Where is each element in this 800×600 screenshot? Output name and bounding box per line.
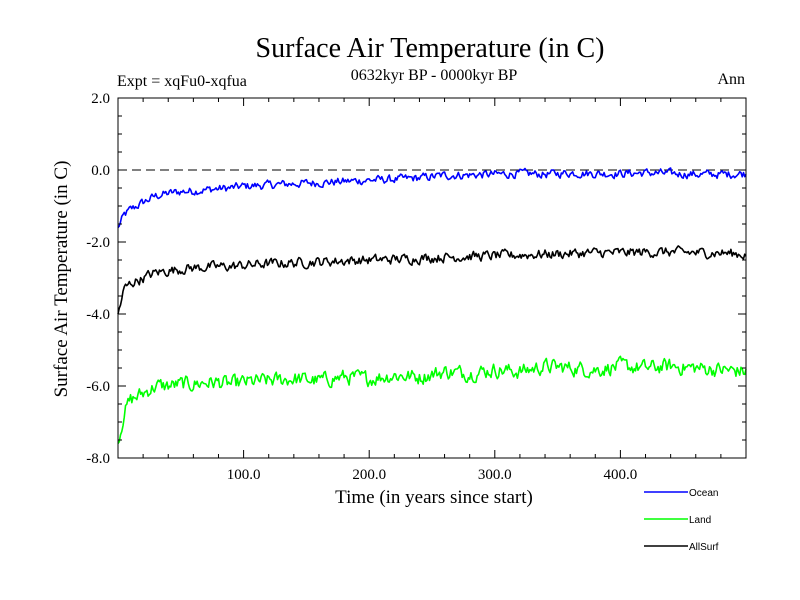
legend-label-land: Land: [689, 515, 711, 526]
chart-title: Surface Air Temperature (in C): [256, 33, 605, 64]
x-tick-label: 200.0: [352, 467, 386, 483]
y-tick-label: -4.0: [86, 307, 110, 323]
x-tick-label: 300.0: [478, 467, 512, 483]
series-line-land: [117, 355, 747, 445]
plot-frame: [117, 97, 747, 459]
period-label: Ann: [717, 71, 745, 88]
experiment-label: Expt = xqFu0-xqfua: [117, 73, 247, 90]
chart-subtitle: 0632kyr BP - 0000kyr BP: [351, 67, 518, 84]
series-line-ocean: [117, 167, 747, 229]
legend: Ocean Land AllSurf: [644, 488, 719, 553]
series-line-allsurf: [117, 245, 747, 315]
y-tick-label: 2.0: [91, 91, 110, 107]
y-tick-label: 0.0: [91, 163, 110, 179]
legend-label-ocean: Ocean: [689, 488, 718, 499]
x-tick-label: 100.0: [227, 467, 261, 483]
x-tick-label: 400.0: [604, 467, 638, 483]
y-tick-label: -6.0: [86, 379, 110, 395]
y-tick-label: -2.0: [86, 235, 110, 251]
legend-label-allsurf: AllSurf: [689, 542, 719, 553]
y-tick-label: -8.0: [86, 451, 110, 467]
y-axis-label: Surface Air Temperature (in C): [51, 161, 72, 398]
x-axis-label: Time (in years since start): [335, 487, 533, 508]
